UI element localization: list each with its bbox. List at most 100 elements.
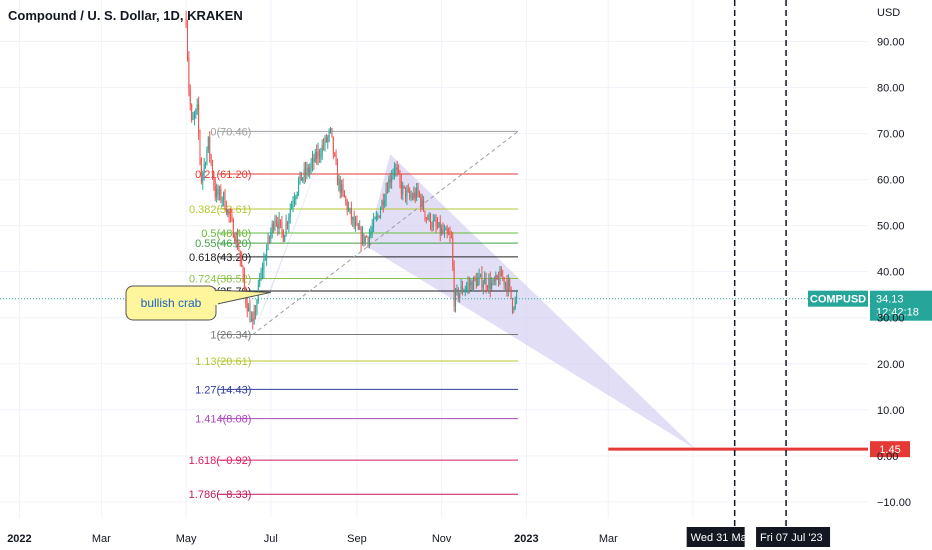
candle-body xyxy=(285,222,287,236)
candle-body xyxy=(345,197,347,201)
candle-body xyxy=(370,231,372,236)
candle-body xyxy=(407,190,409,192)
candle-body xyxy=(191,105,193,120)
candle-body xyxy=(323,145,325,147)
candle-body xyxy=(502,276,504,278)
candle-body xyxy=(252,318,254,322)
candle-body xyxy=(367,236,369,243)
candles xyxy=(185,10,518,330)
candle-body xyxy=(384,200,386,206)
candle-body xyxy=(273,223,275,229)
candle-body xyxy=(456,289,458,291)
candle-body xyxy=(392,172,394,178)
fib-label-0.618: 0.618(43.20) xyxy=(189,252,251,264)
candle-body xyxy=(455,290,457,307)
candle-body xyxy=(509,279,511,287)
candle-body xyxy=(260,271,262,280)
y-tick-label: 0.00 xyxy=(877,451,898,463)
x-axis: 2022MarMayJulSepNov2023MarMWed 31 MaFri … xyxy=(7,527,831,547)
candle-body xyxy=(506,282,508,291)
candle-body xyxy=(307,167,309,173)
candle-body xyxy=(460,285,462,293)
candle-body xyxy=(288,217,290,225)
candle-body xyxy=(185,18,187,26)
candle-body xyxy=(289,209,291,218)
candle-body xyxy=(302,177,304,181)
candle-body xyxy=(284,235,286,242)
fib-label-0: 0(70.46) xyxy=(210,126,251,138)
candle-body xyxy=(471,281,473,290)
candle-body xyxy=(438,222,440,228)
candle-body xyxy=(364,236,366,243)
candle-body xyxy=(461,285,463,293)
last-price-value: 34.13 xyxy=(876,294,904,306)
y-tick-label: 90.00 xyxy=(877,36,905,48)
candle-body xyxy=(324,137,326,146)
candle-body xyxy=(464,289,466,291)
candle-body xyxy=(510,286,512,299)
candle-body xyxy=(213,176,215,186)
candle-body xyxy=(391,177,393,183)
x-tick-label: Jul xyxy=(264,533,278,545)
candle-body xyxy=(195,109,197,115)
y-tick-label: 80.00 xyxy=(877,82,905,94)
candle-body xyxy=(366,236,368,238)
candle-body xyxy=(400,181,402,194)
candle-body xyxy=(227,209,229,214)
candle-body xyxy=(513,307,515,310)
candle-body xyxy=(310,163,312,169)
candle-body xyxy=(443,230,445,234)
last-price-badge xyxy=(870,290,932,321)
candle-body xyxy=(393,169,395,173)
marker-date-badge xyxy=(756,527,831,547)
candle-body xyxy=(210,155,212,163)
candle-body xyxy=(188,57,190,90)
candle-body xyxy=(202,173,204,183)
candle-body xyxy=(348,208,350,211)
candle-body xyxy=(334,153,336,156)
candle-body xyxy=(200,158,202,183)
candle-body xyxy=(230,215,232,217)
y-tick-label: 10.00 xyxy=(877,405,905,417)
candle-body xyxy=(206,149,208,164)
candle-body xyxy=(277,223,279,229)
y-tick-label: 50.00 xyxy=(877,221,905,233)
candle-body xyxy=(388,179,390,193)
candle-body xyxy=(189,89,191,106)
candle-body xyxy=(423,199,425,211)
fib-label-1: 1(26.34) xyxy=(210,330,251,342)
symbol-tag-label: COMPUSD xyxy=(810,294,866,306)
candle-body xyxy=(291,204,293,210)
candle-body xyxy=(317,150,319,159)
candle-body xyxy=(427,218,429,220)
candle-body xyxy=(449,234,451,236)
fib-label-0.21: 0.21(61.20) xyxy=(195,169,251,181)
y-tick-label: 70.00 xyxy=(877,129,905,141)
candle-body xyxy=(255,311,257,313)
candle-body xyxy=(209,136,211,156)
candle-body xyxy=(492,279,494,283)
candle-body xyxy=(303,168,305,178)
candle-body xyxy=(468,283,470,286)
y-tick-label: −10.00 xyxy=(877,497,911,509)
candle-body xyxy=(432,220,434,227)
candle-body xyxy=(414,192,416,199)
candle-body xyxy=(293,200,295,203)
candle-body xyxy=(498,278,500,284)
candle-body xyxy=(232,219,234,238)
candle-body xyxy=(457,289,459,299)
candle-body xyxy=(477,279,479,287)
candle-body xyxy=(296,192,298,197)
candle-body xyxy=(243,273,245,289)
candle-body xyxy=(271,223,273,233)
candle-body xyxy=(231,215,233,220)
x-tick-label: 2023 xyxy=(514,533,538,545)
candle-body xyxy=(238,247,240,251)
candle-body xyxy=(359,228,361,230)
candle-body xyxy=(439,222,441,234)
candle-body xyxy=(382,200,384,206)
candle-body xyxy=(207,136,209,150)
fib-label-1.618: 1.618(−0.92) xyxy=(189,455,252,467)
candle-body xyxy=(328,131,330,137)
